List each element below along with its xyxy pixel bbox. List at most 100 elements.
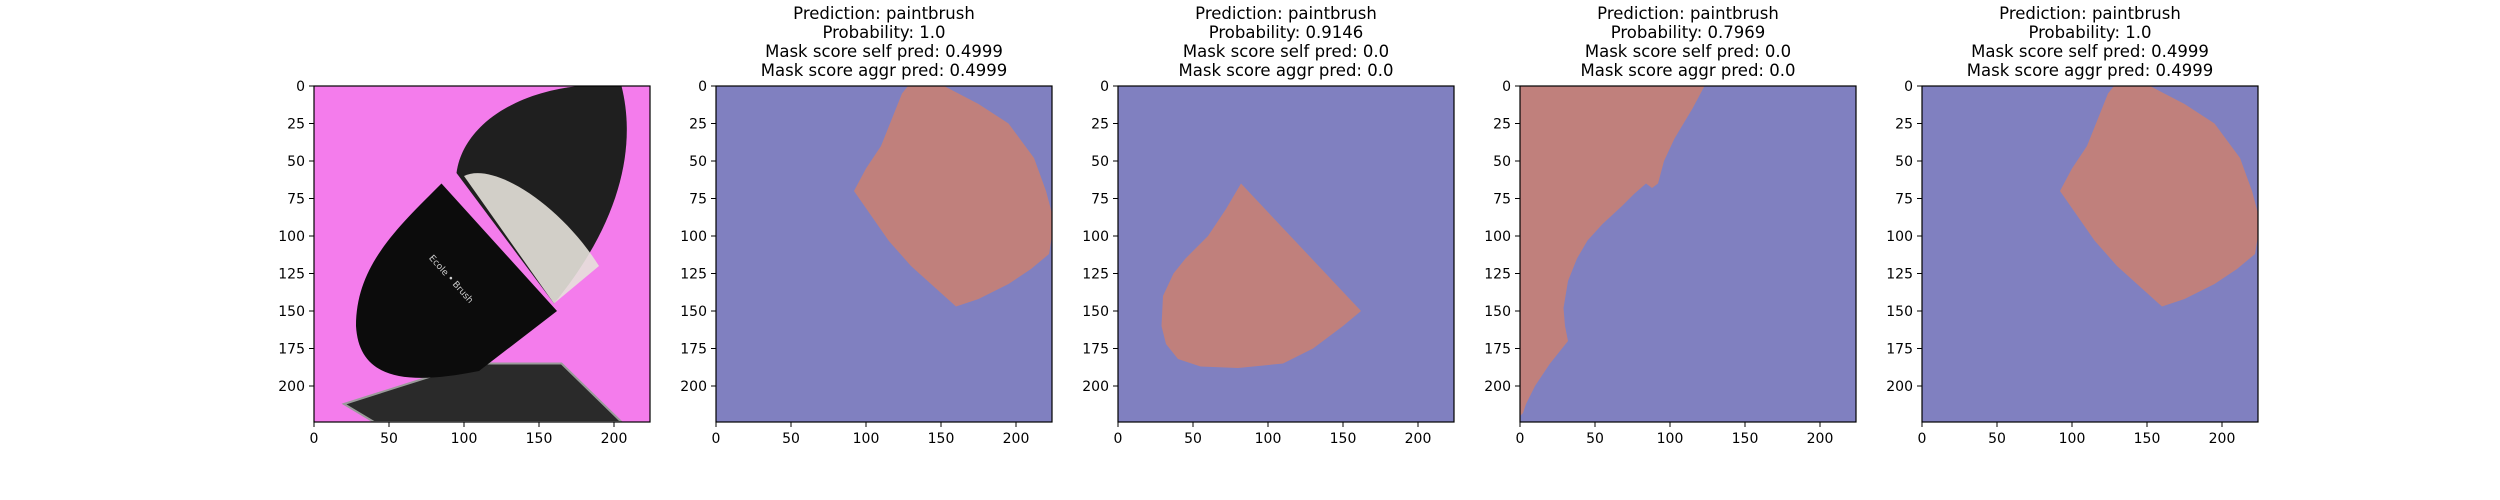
y-tick-label: 0 <box>296 79 305 95</box>
x-tick-label: 50 <box>782 431 800 447</box>
x-tick-label: 150 <box>1330 431 1357 447</box>
y-tick-label: 125 <box>1484 267 1511 283</box>
x-tick-label: 50 <box>1184 431 1202 447</box>
y-tick-label: 50 <box>1091 154 1109 170</box>
y-tick-label: 200 <box>1886 379 1913 395</box>
y-tick-label: 100 <box>1484 229 1511 245</box>
mask-region <box>854 86 1052 307</box>
x-tick-label: 150 <box>2134 431 2161 447</box>
x-tick-label: 0 <box>1516 431 1525 447</box>
y-tick-label: 75 <box>1493 192 1511 208</box>
subplot-title-line: Mask score self pred: 0.4999 <box>765 42 1003 61</box>
mask-region <box>2060 86 2258 307</box>
subplot-5: 0 50 100 150 200 0 25 50 75 100 125 150 175 200 Predic… <box>1886 4 2259 447</box>
x-tick-label: 0 <box>1114 431 1123 447</box>
y-tick-label: 175 <box>680 342 707 358</box>
x-tick-label: 0 <box>712 431 721 447</box>
plot-area <box>1520 86 1856 422</box>
y-tick-label: 200 <box>1484 379 1511 395</box>
x-tick-label: 200 <box>1003 431 1030 447</box>
y-tick-label: 50 <box>1493 154 1511 170</box>
x-tick-label: 50 <box>380 431 398 447</box>
y-tick-label: 200 <box>1082 379 1109 395</box>
brush-bristle-tips <box>464 173 599 304</box>
y-tick-label: 100 <box>1886 229 1913 245</box>
subplot-title-line: Prediction: paintbrush <box>1597 4 1779 23</box>
y-tick-label: 200 <box>680 379 707 395</box>
mask-region <box>1161 183 1361 368</box>
axes-frame <box>313 85 651 423</box>
x-tick-label: 50 <box>1988 431 2006 447</box>
mask-region <box>1520 86 1705 416</box>
subplot-title-line: Prediction: paintbrush <box>1999 4 2181 23</box>
y-tick-label: 75 <box>287 192 305 208</box>
y-tick-label: 25 <box>1493 117 1511 133</box>
x-tick-label: 100 <box>1657 431 1684 447</box>
brush-handle <box>356 183 557 378</box>
plot-area <box>1922 86 2258 422</box>
subplot-title-line: Mask score aggr pred: 0.0 <box>1581 61 1796 80</box>
subplot-4: 0 50 100 150 200 0 25 50 75 100 125 150 175 200 Predic… <box>1484 4 1857 447</box>
x-tick-label: 150 <box>526 431 553 447</box>
x-tick-label: 0 <box>1918 431 1927 447</box>
y-tick-label: 50 <box>1895 154 1913 170</box>
subplot-title-line: Mask score aggr pred: 0.4999 <box>1967 61 2213 80</box>
x-tick-label: 50 <box>1586 431 1604 447</box>
y-tick-label: 75 <box>1895 192 1913 208</box>
y-tick-label: 25 <box>1091 117 1109 133</box>
subplot-title-line: Probability: 0.7969 <box>1611 23 1766 42</box>
subplot-title-line: Prediction: paintbrush <box>1195 4 1377 23</box>
y-tick-label: 75 <box>1091 192 1109 208</box>
y-tick-label: 50 <box>287 154 305 170</box>
y-tick-label: 175 <box>278 342 305 358</box>
y-tick-label: 25 <box>689 117 707 133</box>
y-tick-label: 100 <box>278 229 305 245</box>
subplot-title-line: Probability: 1.0 <box>2028 23 2151 42</box>
y-tick-label: 150 <box>278 304 305 320</box>
axes-frame <box>1117 85 1455 423</box>
y-tick-label: 25 <box>287 117 305 133</box>
plot-area <box>1118 86 1454 422</box>
subplot-grid: Ecole • Brush 0 50 100 150 200 0 25 50 75 100 125 15… <box>278 4 2259 447</box>
x-tick-label: 150 <box>928 431 955 447</box>
y-tick-label: 0 <box>698 79 707 95</box>
y-tick-label: 25 <box>1895 117 1913 133</box>
y-tick-label: 0 <box>1502 79 1511 95</box>
x-tick-label: 0 <box>310 431 319 447</box>
x-tick-label: 200 <box>601 431 628 447</box>
y-tick-label: 150 <box>1484 304 1511 320</box>
y-tick-label: 125 <box>1082 267 1109 283</box>
x-tick-label: 100 <box>853 431 880 447</box>
y-tick-label: 175 <box>1082 342 1109 358</box>
subplot-title-line: Probability: 1.0 <box>822 23 945 42</box>
subplot-3: 0 50 100 150 200 0 25 50 75 100 125 150 175 200 Predic… <box>1082 4 1455 447</box>
y-tick-label: 50 <box>689 154 707 170</box>
x-tick-label: 200 <box>1807 431 1834 447</box>
y-tick-label: 150 <box>1082 304 1109 320</box>
y-tick-label: 125 <box>278 267 305 283</box>
x-tick-label: 200 <box>1405 431 1432 447</box>
x-tick-label: 200 <box>2209 431 2236 447</box>
subplot-title-line: Mask score self pred: 0.4999 <box>1971 42 2209 61</box>
y-tick-label: 0 <box>1100 79 1109 95</box>
y-tick-label: 125 <box>680 267 707 283</box>
plot-area <box>716 86 1052 422</box>
subplot-title-line: Mask score self pred: 0.0 <box>1585 42 1791 61</box>
subplot-title-line: Prediction: paintbrush <box>793 4 975 23</box>
axes-frame <box>715 85 1053 423</box>
subplot-title-line: Mask score self pred: 0.0 <box>1183 42 1389 61</box>
x-tick-label: 150 <box>1732 431 1759 447</box>
axes-frame <box>1519 85 1857 423</box>
subplot-title-line: Mask score aggr pred: 0.4999 <box>761 61 1007 80</box>
y-tick-label: 0 <box>1904 79 1913 95</box>
y-tick-label: 100 <box>1082 229 1109 245</box>
y-tick-label: 150 <box>680 304 707 320</box>
plot-area: Ecole • Brush <box>314 86 650 422</box>
y-tick-label: 175 <box>1484 342 1511 358</box>
y-tick-label: 75 <box>689 192 707 208</box>
subplot-title-line: Mask score aggr pred: 0.0 <box>1179 61 1394 80</box>
x-tick-label: 100 <box>2059 431 2086 447</box>
y-tick-label: 200 <box>278 379 305 395</box>
y-tick-label: 150 <box>1886 304 1913 320</box>
